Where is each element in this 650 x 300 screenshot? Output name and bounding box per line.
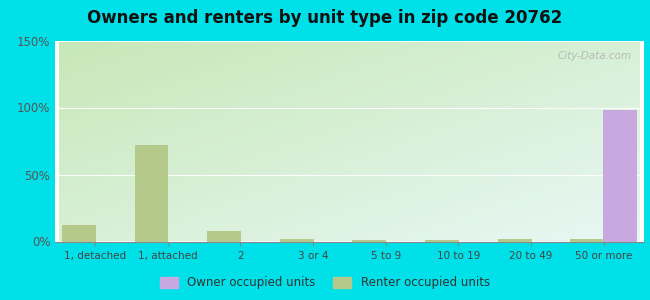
Bar xyxy=(603,110,637,242)
Text: City-Data.com: City-Data.com xyxy=(558,50,632,61)
Bar xyxy=(280,239,314,242)
Bar xyxy=(498,239,532,242)
Bar xyxy=(352,240,386,242)
Bar xyxy=(207,231,241,242)
Legend: Owner occupied units, Renter occupied units: Owner occupied units, Renter occupied un… xyxy=(155,272,495,294)
Text: Owners and renters by unit type in zip code 20762: Owners and renters by unit type in zip c… xyxy=(87,9,563,27)
Bar xyxy=(62,225,96,242)
Bar xyxy=(135,145,168,242)
Bar xyxy=(570,239,604,242)
Bar xyxy=(425,240,459,242)
